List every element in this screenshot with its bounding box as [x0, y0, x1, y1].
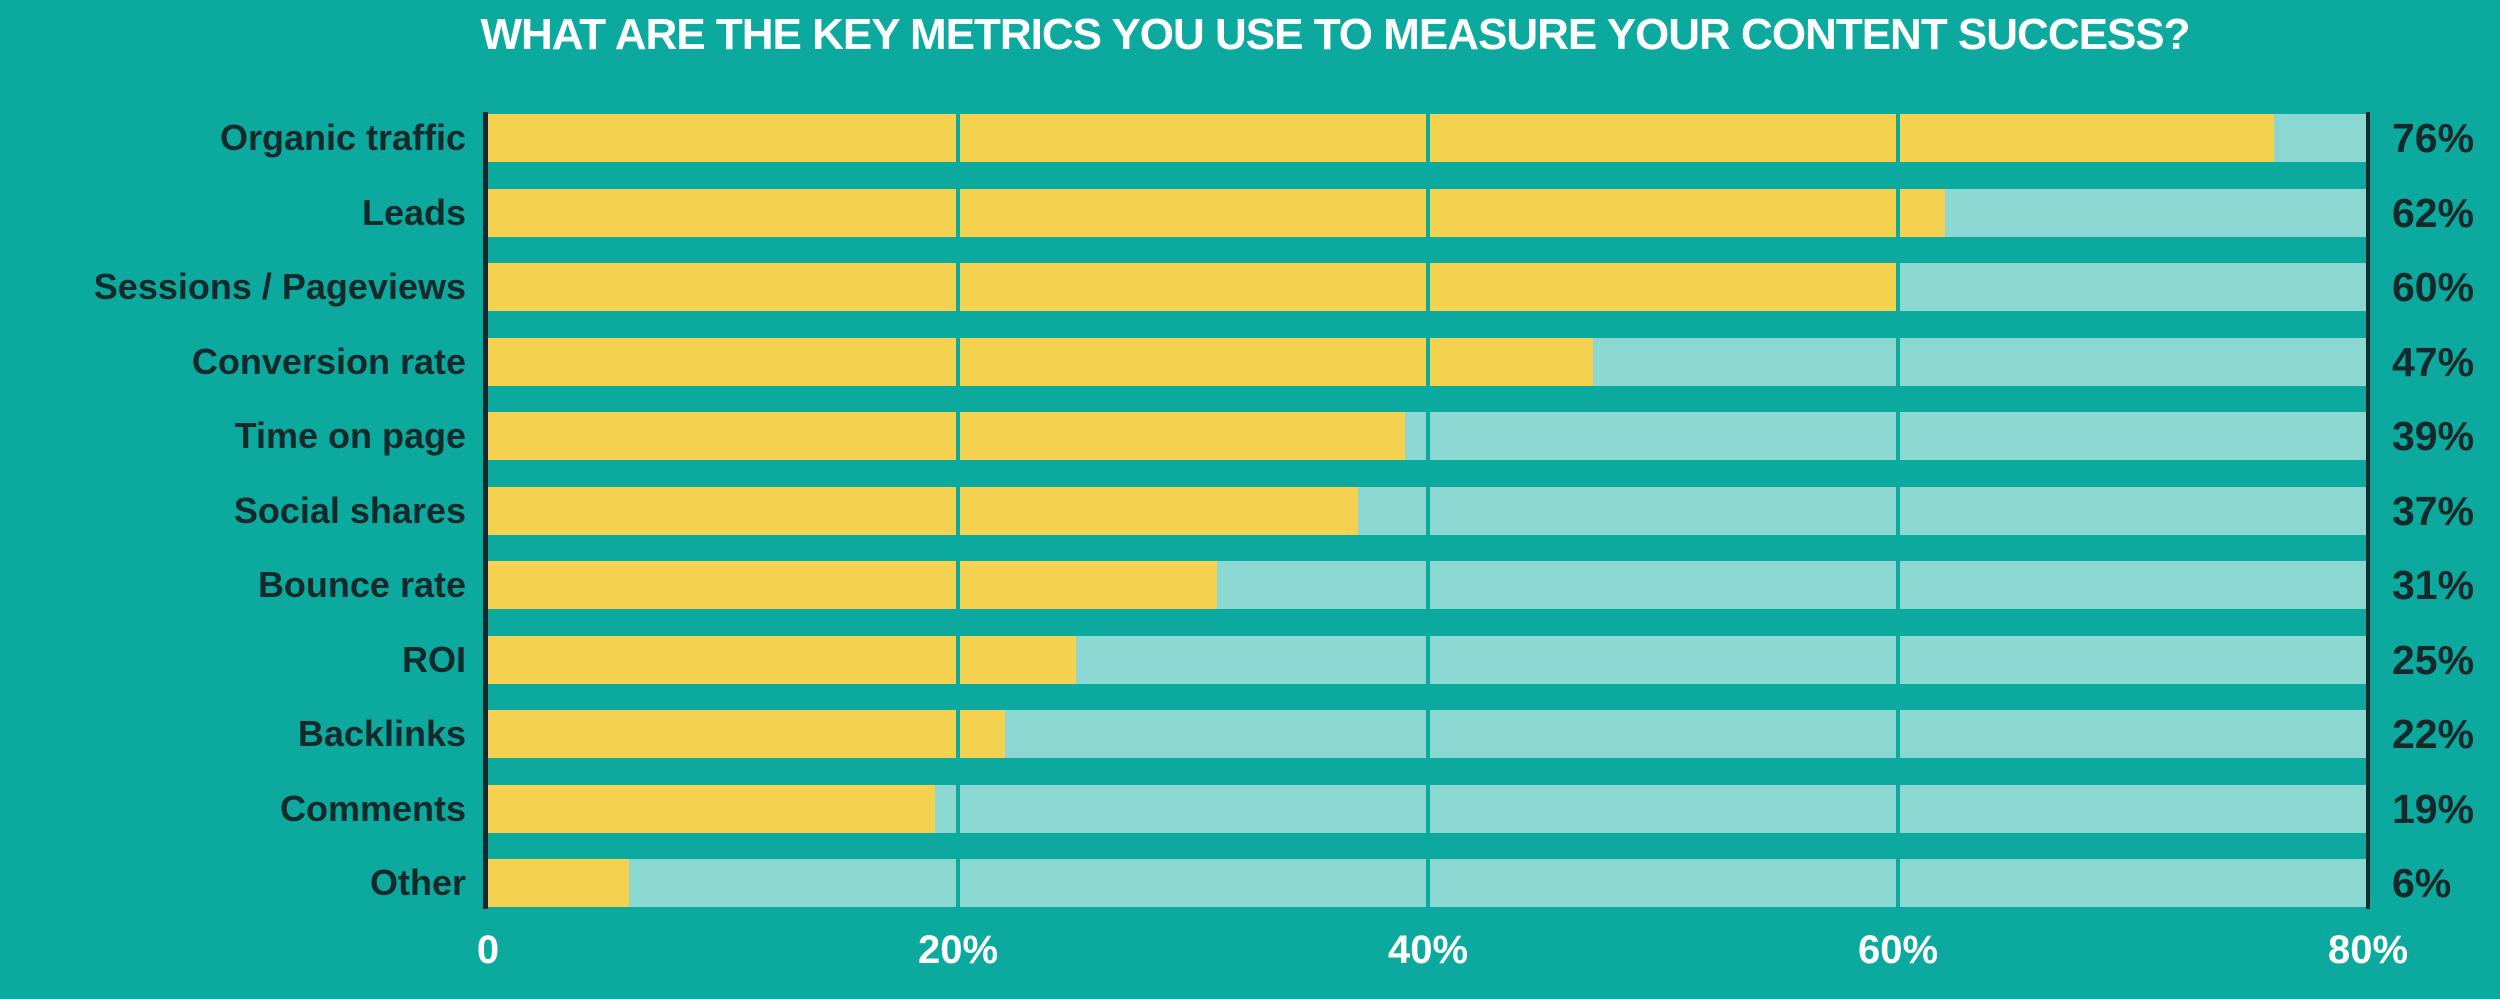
- category-label: Backlinks: [297, 713, 466, 754]
- x-tick-label: 0: [476, 928, 500, 972]
- bar-fill: [488, 635, 1076, 684]
- category-label: Leads: [361, 191, 466, 233]
- bar-fill: [488, 561, 1217, 609]
- bar-fill: [488, 188, 1945, 237]
- x-tick-label: 20%: [917, 928, 999, 972]
- category-label: ROI: [401, 638, 466, 680]
- value-label: 76%: [2392, 115, 2475, 161]
- category-label: Comments: [279, 787, 466, 829]
- category-label: Organic traffic: [219, 117, 466, 158]
- category-label: Sessions / Pageviews: [93, 266, 466, 307]
- bar-fill: [488, 784, 935, 833]
- value-label: 19%: [2392, 785, 2475, 832]
- chart-title: WHAT ARE THE KEY METRICS YOU USE TO MEAS…: [480, 10, 2190, 59]
- category-label: Time on page: [234, 415, 466, 456]
- value-label: 39%: [2392, 413, 2475, 459]
- plot-area: [488, 114, 2368, 907]
- value-label: 22%: [2392, 711, 2475, 757]
- bar-fill: [488, 263, 1898, 311]
- bar-row: [488, 337, 2368, 386]
- x-tick-label: 60%: [1857, 928, 1939, 972]
- value-label: 37%: [2392, 487, 2475, 534]
- right-boundary-line: [2366, 112, 2370, 909]
- x-tick-label: 80%: [2327, 928, 2409, 972]
- bar-fill: [488, 412, 1405, 460]
- gridline: [956, 114, 960, 907]
- bar-fill: [488, 114, 2274, 162]
- bar-fill: [488, 710, 1005, 758]
- value-label: 31%: [2392, 562, 2475, 608]
- value-label: 47%: [2392, 338, 2475, 385]
- x-tick-label: 40%: [1387, 928, 1469, 972]
- value-label: 60%: [2392, 264, 2475, 310]
- value-label: 62%: [2392, 189, 2475, 236]
- category-label: Other: [369, 862, 466, 903]
- value-label: 6%: [2392, 860, 2452, 906]
- category-label: Bounce rate: [257, 564, 466, 605]
- bar-fill: [488, 337, 1593, 386]
- value-label: 25%: [2392, 636, 2475, 683]
- category-label: Conversion rate: [191, 340, 466, 382]
- y-axis-line: [483, 112, 488, 909]
- gridline: [1896, 114, 1900, 907]
- bar-fill: [488, 859, 629, 907]
- category-label: Social shares: [233, 489, 466, 531]
- bar-fill: [488, 486, 1358, 535]
- gridline: [1426, 114, 1430, 907]
